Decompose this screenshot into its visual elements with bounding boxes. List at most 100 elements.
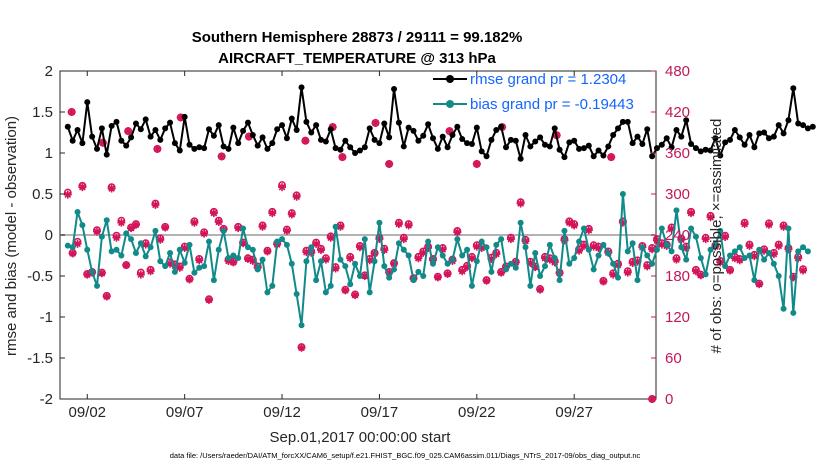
obs-assimilated-stroke [444, 270, 451, 278]
right-tick-label: 480 [665, 63, 690, 80]
bias-point [746, 252, 753, 259]
obs-assimilated-marker [136, 270, 145, 279]
rmse-point [527, 143, 534, 150]
rmse-point [804, 125, 811, 132]
obs-assimilated-stroke [372, 119, 379, 127]
bias-point [181, 259, 188, 266]
bias-point [727, 252, 734, 259]
obs-assimilated-stroke [186, 276, 193, 283]
rmse-point [580, 145, 587, 152]
obs-assimilated-stroke [351, 291, 359, 299]
rmse-point [731, 127, 738, 134]
rmse-point [337, 146, 344, 153]
obs-assimilated-marker [351, 291, 360, 300]
bias-point [196, 264, 203, 271]
obs-assimilated-marker [735, 256, 744, 265]
rmse-point [240, 127, 247, 134]
rmse-point [313, 122, 320, 129]
obs-assimilated-marker [506, 235, 515, 244]
bias-point [780, 305, 787, 312]
bias-point [785, 225, 792, 232]
bias-point [279, 236, 286, 243]
rmse-point [464, 140, 471, 147]
rmse-point [303, 118, 310, 125]
rmse-point [410, 127, 417, 134]
bias-point [473, 258, 480, 265]
rmse-point [293, 127, 300, 134]
rmse-point [770, 133, 777, 140]
left-tick-label: -0.5 [27, 268, 53, 285]
obs-assimilated-marker-extra [217, 152, 226, 161]
bias-point [405, 252, 412, 259]
obs-assimilated-marker [784, 245, 793, 254]
bias-point [731, 248, 738, 255]
obs-assimilated-stroke [122, 261, 130, 269]
obs-assimilated-marker [579, 241, 588, 250]
bias-point [765, 250, 772, 257]
bias-point [527, 282, 534, 289]
bias-point [551, 254, 558, 261]
bias-point [580, 225, 587, 232]
bias-point [761, 256, 768, 263]
bias-point [488, 268, 495, 275]
obs-assimilated-marker [205, 295, 213, 304]
bias-point [342, 263, 349, 270]
bias-point [371, 258, 378, 265]
bias-point [288, 260, 295, 267]
obs-assimilated-marker [263, 247, 272, 256]
obs-assimilated-stroke [117, 219, 125, 227]
rmse-point [473, 124, 480, 131]
bias-point [410, 277, 417, 284]
obs-assimilated-marker [229, 258, 238, 267]
rmse-point [128, 134, 135, 141]
obs-assimilated-stroke [385, 160, 393, 168]
right-tick-label: 60 [665, 350, 682, 367]
obs-assimilated-marker [117, 218, 126, 227]
bias-point [541, 263, 548, 270]
bias-point [517, 219, 524, 226]
obs-assimilated-stroke [607, 153, 615, 161]
bias-point [449, 256, 456, 263]
rmse-point [653, 145, 660, 152]
rmse-point [727, 136, 734, 143]
rmse-point [483, 153, 490, 160]
bias-point [254, 266, 261, 273]
rmse-point [649, 153, 656, 160]
rmse-point [142, 116, 149, 123]
bias-point [191, 269, 198, 276]
rmse-point [688, 140, 695, 147]
bias-point [327, 282, 334, 289]
rmse-point [171, 140, 178, 147]
left-tick-label: -1.5 [27, 350, 53, 367]
rmse-point [751, 144, 758, 151]
bias-point [585, 246, 592, 253]
bias-point [206, 238, 212, 245]
rmse-point [206, 126, 212, 133]
right-tick-label: 420 [665, 104, 690, 121]
rmse-point [235, 140, 242, 147]
rmse-point [585, 142, 592, 149]
rmse-point [225, 145, 232, 152]
obs-assimilated-stroke [327, 234, 335, 242]
rmse-point [84, 99, 91, 106]
bias-point [653, 246, 660, 253]
obs-assimilated-stroke [395, 220, 403, 228]
bias-point [454, 236, 461, 243]
rmse-point [663, 135, 670, 142]
bias-point [240, 225, 247, 232]
bias-point [595, 252, 602, 259]
rmse-point [561, 154, 568, 161]
bias-point [225, 254, 232, 261]
left-axis-ticks: 2 1.5 1 0.5 0 -0.5 -1 -1.5 -2 [27, 63, 65, 408]
rmse-point [317, 136, 324, 143]
right-tick-label: 120 [665, 309, 690, 326]
rmse-point [103, 151, 110, 158]
bias-point [89, 268, 96, 275]
obs-assimilated-stroke [536, 286, 544, 294]
bias-point [512, 264, 519, 271]
bias-point [64, 242, 71, 249]
bias-point [356, 273, 363, 279]
rmse-point [366, 125, 373, 132]
rmse-point [400, 143, 407, 150]
bias-point [615, 274, 622, 281]
